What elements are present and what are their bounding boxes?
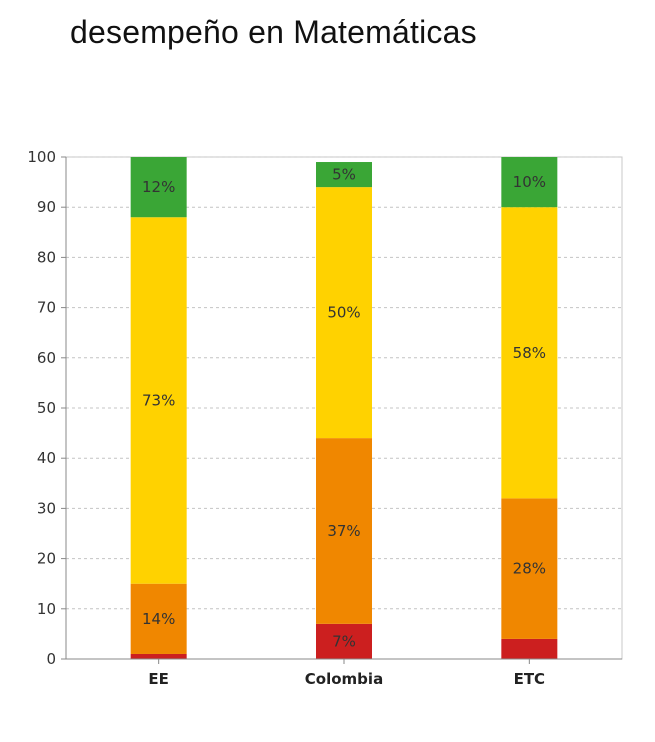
data-label: 7%: [332, 632, 356, 650]
data-label: 14%: [142, 610, 175, 628]
y-tick-label: 50: [37, 399, 56, 417]
y-tick-label: 90: [37, 198, 56, 216]
data-label: 58%: [513, 344, 546, 362]
chart-title: desempeño en Matemáticas: [70, 14, 477, 50]
x-tick-label: Colombia: [305, 670, 383, 688]
y-tick-label: 30: [37, 499, 56, 517]
bar-segment: [501, 498, 558, 639]
y-tick-label: 10: [37, 600, 56, 618]
data-label: 50%: [327, 304, 360, 322]
data-label: 73%: [142, 391, 175, 409]
data-label: 10%: [513, 173, 546, 191]
data-labels: 14% 73% 12% 7% 37% 50% 5% 28% 58% 10%: [142, 166, 546, 651]
y-tick-label: 80: [37, 248, 56, 266]
data-label: 12%: [142, 178, 175, 196]
bar-segment: [130, 583, 187, 654]
bar-segment: [501, 207, 558, 499]
bar-segment: [130, 217, 187, 584]
y-tick-label: 40: [37, 449, 56, 467]
bar-segment: [501, 638, 558, 659]
data-label: 37%: [327, 522, 360, 540]
bar-segment: [316, 187, 372, 439]
bar-segment: [130, 653, 187, 659]
bars: [130, 157, 558, 659]
bar-segment: [130, 157, 187, 218]
y-tick-label: 20: [37, 550, 56, 568]
y-tick-label: 0: [46, 650, 56, 668]
x-tick-label: ETC: [514, 670, 546, 688]
axes: 0 10 20 30 40 50 60 70 80 90 100 EE Colombia ETC: [27, 148, 622, 688]
y-tick-label: 60: [37, 349, 56, 367]
y-tick-label: 70: [37, 299, 56, 317]
y-tick-label: 100: [27, 148, 56, 166]
x-tick-label: EE: [148, 670, 169, 688]
data-label: 5%: [332, 166, 356, 184]
data-label: 28%: [513, 560, 546, 578]
bar-segment: [501, 157, 558, 208]
bar-segment: [316, 623, 372, 659]
bar-segment: [316, 438, 372, 624]
bar-segment: [316, 162, 372, 188]
